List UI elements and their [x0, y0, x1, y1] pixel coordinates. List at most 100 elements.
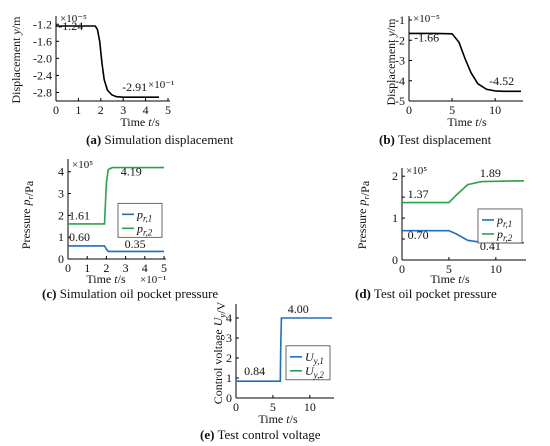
- x-tick-label-d-0: 0: [399, 262, 405, 276]
- y-axis-title-e-part-2: y: [217, 314, 227, 319]
- y-axis-title-b: Displacement y/m: [384, 18, 398, 106]
- y-tick-label-d-2: 1: [392, 211, 398, 225]
- x-tick-label-c-2: 2: [103, 261, 109, 275]
- y-axis-title-e-part-3: /V: [214, 301, 228, 313]
- series-line-b-0: [409, 32, 521, 93]
- x-axis-title-e-part-1: t: [286, 412, 290, 426]
- y-axis-title-d: Pressure pr/Pa: [355, 180, 372, 249]
- legend-label-sub-c-0: r,1: [143, 213, 152, 223]
- series-line-c-1: [68, 166, 164, 225]
- legend-label-d-0: pr,1: [496, 213, 512, 229]
- x-axis-title-d-part-1: t: [458, 272, 462, 286]
- legend-label-sub-c-1: r,2: [143, 227, 153, 237]
- y-axis-title-c-part-1: p: [19, 200, 33, 207]
- y-tick-label-e-0: 0: [226, 391, 232, 405]
- data-label-c-0: 4.19: [121, 165, 142, 179]
- y-axis-title-b-part-1: y: [384, 31, 398, 38]
- x-axis-title-a-part-0: Time: [120, 115, 148, 129]
- x-tick-label-b-0: 0: [406, 103, 412, 117]
- x-tick-label-e-0: 0: [233, 400, 239, 414]
- x-axis-title-c: Time t/s: [86, 272, 126, 286]
- y-multiplier-b: ×10⁻⁵: [413, 13, 440, 25]
- y-axis-title-b-part-0: Displacement: [384, 37, 398, 106]
- x-multiplier-c: ×10⁻¹: [140, 274, 166, 286]
- y-axis-title-c-part-2: r: [25, 196, 35, 200]
- y-axis-title-e: Control voltage Uy/V: [211, 301, 228, 404]
- y-multiplier-a: ×10⁻⁵: [60, 13, 87, 25]
- y-tick-label-e-4: 4: [226, 311, 232, 325]
- x-tick-label-d-1: 5: [446, 262, 452, 276]
- y-tick-label-c-1: 1: [58, 230, 64, 244]
- y-tick-label-b-1: -2: [395, 33, 405, 47]
- legend-label-base-e-1: U: [305, 364, 315, 378]
- caption-e-letter: (e): [200, 427, 215, 442]
- series-line-c-0: [68, 245, 164, 253]
- x-axis-title-d-part-0: Time: [430, 272, 458, 286]
- y-axis-title-a-part-0: Displacement: [9, 35, 23, 104]
- series-line-e-0: [236, 317, 332, 382]
- y-tick-label-c-3: 3: [58, 187, 64, 201]
- x-tick-label-a-4: 4: [143, 103, 149, 117]
- legend-label-base-d-1: p: [496, 227, 503, 241]
- data-label-b-0: -1.66: [414, 30, 439, 44]
- y-axis-title-e-part-0: Control voltage: [211, 326, 225, 404]
- x-axis-title-c-part-0: Time: [86, 272, 114, 286]
- x-tick-label-c-3: 3: [123, 261, 129, 275]
- y-multiplier-d: ×10⁵: [406, 165, 427, 177]
- x-tick-label-c-1: 1: [84, 261, 90, 275]
- chart-e: 0 5 10 0 1 2 3 4 Time t/s Control voltage Uy/V 4.0…: [211, 301, 334, 426]
- y-axis-title-a-part-1: y: [9, 29, 23, 36]
- x-tick-label-d-2: 10: [490, 262, 502, 276]
- legend-label-c-1: pr,2: [136, 221, 153, 237]
- y-tick-label-b-2: -3: [395, 54, 405, 68]
- chart-a: 0 1 2 3 4 5 -1.2 -1.6 -2.0 -2.4 -2.8 Time t/s Displa…: [9, 13, 174, 129]
- x-tick-label-e-2: 10: [304, 400, 316, 414]
- data-label-c-3: 0.35: [125, 237, 146, 251]
- data-label-a-1: -2.91: [122, 80, 147, 94]
- y-axis-title-c: Pressure pr/Pa: [19, 180, 36, 249]
- x-axis-title-a-part-2: /s: [152, 115, 160, 129]
- legend-label-e-0: Uy,1: [305, 350, 324, 366]
- x-tick-label-a-1: 1: [75, 103, 81, 117]
- caption-c-letter: (c): [42, 286, 57, 301]
- caption-e: (e) Test control voltage: [200, 427, 321, 443]
- caption-d: (d) Test oil pocket pressure: [355, 286, 497, 302]
- caption-a: (a) Simulation displacement: [86, 132, 233, 148]
- x-axis-title-b: Time t/s: [447, 115, 487, 129]
- legend-label-sub-d-1: r,2: [503, 233, 513, 243]
- data-label-d-0: 1.89: [480, 166, 501, 180]
- legend-label-base-c-0: p: [136, 207, 143, 221]
- series-line-a-0: [56, 25, 159, 98]
- y-axis-title-d-part-0: Pressure: [355, 206, 369, 250]
- caption-d-letter: (d): [355, 286, 371, 301]
- y-axis-title-c-part-0: Pressure: [19, 206, 33, 250]
- x-tick-label-e-1: 5: [270, 400, 276, 414]
- y-tick-label-a-0: -1.2: [33, 17, 52, 31]
- caption-a-letter: (a): [86, 132, 102, 147]
- x-tick-label-a-3: 3: [120, 103, 126, 117]
- caption-a-text: Simulation displacement: [101, 132, 234, 147]
- y-tick-label-a-2: -2.0: [33, 51, 52, 65]
- data-label-d-1: 1.37: [408, 187, 429, 201]
- x-tick-label-a-2: 2: [98, 103, 104, 117]
- legend-box-d: [477, 208, 523, 244]
- y-tick-label-c-0: 0: [58, 252, 64, 266]
- data-label-a-0: -1.24: [58, 19, 83, 33]
- y-tick-label-a-3: -2.4: [33, 68, 52, 82]
- x-tick-label-c-5: 5: [161, 261, 167, 275]
- y-tick-label-e-3: 3: [226, 331, 232, 345]
- y-tick-label-b-0: -1: [395, 13, 405, 27]
- y-axis-title-c-part-3: /Pa: [22, 180, 36, 196]
- y-axis-title-a-part-2: /m: [9, 16, 23, 29]
- y-tick-label-c-4: 4: [58, 165, 64, 179]
- y-tick-label-b-4: -5: [395, 94, 405, 108]
- x-axis-title-c-part-2: /s: [118, 272, 126, 286]
- legend-label-d-1: pr,2: [496, 227, 513, 243]
- y-axis-title-d-part-2: r: [361, 196, 371, 200]
- y-multiplier-c: ×10⁵: [72, 159, 93, 171]
- x-tick-label-b-2: 10: [489, 103, 501, 117]
- y-axis-title-d-part-3: /Pa: [358, 180, 372, 196]
